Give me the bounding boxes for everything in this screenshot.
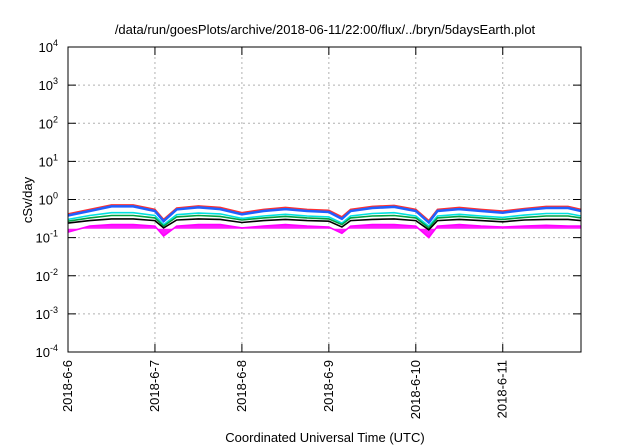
y-tick-label: 104 xyxy=(39,38,58,55)
x-tick-label: 2018-6-9 xyxy=(321,360,336,412)
y-tick-label: 10-3 xyxy=(36,305,58,322)
y-tick-label: 10-2 xyxy=(36,267,58,284)
series-group xyxy=(67,204,582,239)
series-line xyxy=(67,223,581,239)
x-axis-label: Coordinated Universal Time (UTC) xyxy=(225,430,424,445)
x-tick-label: 2018-6-11 xyxy=(495,360,510,418)
x-tick-label: 2018-6-6 xyxy=(60,360,75,412)
y-axis: 10-4 10-3 10-2 10-1 100 101 102 103 104 xyxy=(36,38,581,360)
series-line xyxy=(67,214,582,229)
series-line xyxy=(67,211,582,228)
series-line xyxy=(67,205,582,225)
y-tick-label: 10-1 xyxy=(36,229,58,246)
grid xyxy=(68,47,581,352)
chart-title: /data/run/goesPlots/archive/2018-06-11/2… xyxy=(115,22,536,37)
y-axis-label: cSv/day xyxy=(20,176,35,223)
x-tick-label: 2018-6-8 xyxy=(234,360,249,412)
y-tick-label: 10-4 xyxy=(36,343,58,360)
x-axis: 2018-6-6 2018-6-7 2018-6-8 2018-6-9 2018-6-1… xyxy=(60,47,510,419)
series-line xyxy=(67,218,582,231)
y-tick-label: 101 xyxy=(39,152,58,169)
y-tick-label: 103 xyxy=(39,76,58,93)
x-tick-label: 2018-6-7 xyxy=(147,360,162,412)
y-tick-label: 102 xyxy=(39,114,58,131)
x-tick-label: 2018-6-10 xyxy=(408,360,423,419)
series-area xyxy=(68,224,581,238)
y-tick-label: 100 xyxy=(39,191,58,208)
